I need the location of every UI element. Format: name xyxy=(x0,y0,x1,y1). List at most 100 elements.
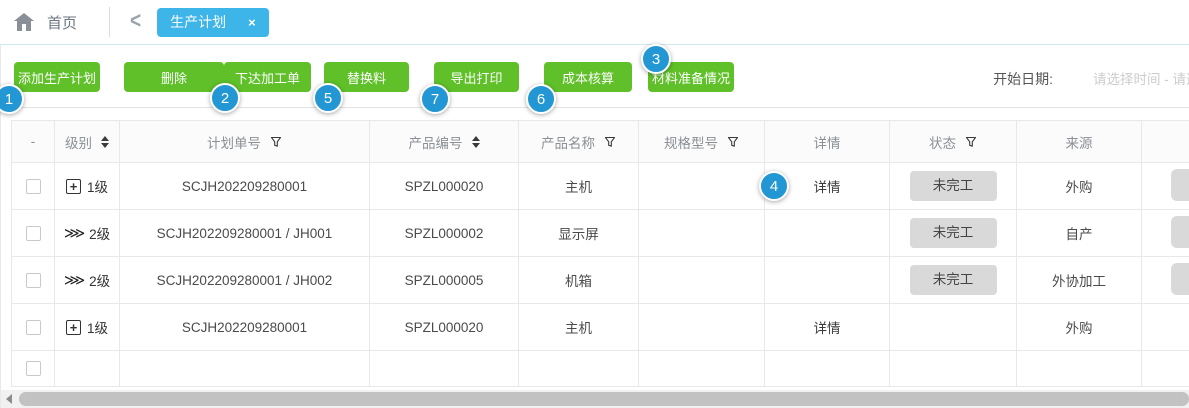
source-cell: 外协加工 xyxy=(1016,256,1142,304)
product-no-cell xyxy=(369,350,519,387)
col-product-no-label: 产品编号 xyxy=(408,135,463,151)
level-label: 2级 xyxy=(89,227,111,242)
tab-label: 生产计划 xyxy=(170,14,227,30)
row-checkbox[interactable] xyxy=(25,319,41,335)
plan-no-cell: SCJH202209280001 xyxy=(119,303,370,351)
col-actions xyxy=(1141,120,1189,163)
row-checkbox[interactable] xyxy=(25,361,41,377)
scrollbar-thumb[interactable] xyxy=(19,392,1189,406)
source-cell xyxy=(1016,350,1142,387)
product-no-cell: SPZL000002 xyxy=(369,209,519,257)
spec-cell xyxy=(638,162,765,210)
col-spec-label: 规格型号 xyxy=(664,135,718,151)
expand-plus-icon[interactable]: + xyxy=(65,319,81,335)
action-button-clipped[interactable] xyxy=(1171,168,1189,201)
col-spec: 规格型号 xyxy=(638,120,765,163)
col-source: 来源 xyxy=(1016,120,1142,163)
spec-cell xyxy=(638,303,765,351)
table-row: +1级 SCJH202209280001 SPZL000020 主机 详情 未完… xyxy=(11,162,1189,210)
detail-link[interactable]: 详情 xyxy=(813,180,841,195)
add-production-plan-button[interactable]: 添加生产计划 xyxy=(14,62,100,92)
level-label: 2级 xyxy=(89,274,111,289)
plan-no-cell: SCJH202209280001 / JH001 xyxy=(119,209,370,257)
material-readiness-button[interactable]: 材料准备情况 xyxy=(648,62,734,92)
product-name-cell: 主机 xyxy=(518,303,639,351)
filter-icon[interactable] xyxy=(727,136,739,148)
source-cell: 外购 xyxy=(1016,162,1142,210)
col-product-no: 产品编号 xyxy=(369,120,519,163)
plan-no-cell: SCJH202209280001 xyxy=(119,162,370,210)
spec-cell xyxy=(638,256,765,304)
expand-plus-icon[interactable]: + xyxy=(65,178,81,194)
source-cell: 自产 xyxy=(1016,209,1142,257)
step-badge-6: 6 xyxy=(526,84,556,114)
action-cell xyxy=(1141,303,1189,351)
product-name-cell: 主机 xyxy=(518,162,639,210)
status-cell xyxy=(889,303,1017,351)
step-badge-4: 4 xyxy=(759,171,789,201)
col-level-label: 级别 xyxy=(65,135,92,151)
action-button-clipped[interactable] xyxy=(1171,215,1189,248)
table-row: ⋙ 2级 SCJH202209280001 / JH002 SPZL000005 … xyxy=(11,256,1189,304)
tab-scroll-left-icon[interactable]: < xyxy=(130,8,142,34)
action-cell xyxy=(1141,350,1189,387)
spec-cell xyxy=(638,209,765,257)
detail-cell xyxy=(764,256,890,304)
filter-icon[interactable] xyxy=(965,136,977,148)
row-checkbox[interactable] xyxy=(25,178,41,194)
cost-accounting-button[interactable]: 成本核算 xyxy=(544,62,632,92)
issue-work-order-button[interactable]: 下达加工单 xyxy=(224,62,311,92)
col-detail: 详情 xyxy=(764,120,890,163)
col-plan-no-label: 计划单号 xyxy=(207,135,261,151)
row-checkbox[interactable] xyxy=(25,225,41,241)
source-cell: 外购 xyxy=(1016,303,1142,351)
step-badge-3: 3 xyxy=(641,44,671,74)
tab-close-icon[interactable]: × xyxy=(248,14,256,30)
status-button[interactable]: 未完工 xyxy=(909,265,997,295)
home-icon[interactable] xyxy=(14,13,34,31)
delete-button[interactable]: 删除 xyxy=(124,62,224,92)
topbar-divider xyxy=(109,7,111,37)
status-button[interactable]: 未完工 xyxy=(909,218,997,248)
product-name-cell xyxy=(518,350,639,387)
col-plan-no: 计划单号 xyxy=(119,120,370,163)
product-no-cell: SPZL000020 xyxy=(369,303,519,351)
date-range-input[interactable] xyxy=(1093,71,1189,87)
col-level: 级别 xyxy=(54,120,120,163)
table-row: +1级 SCJH202209280001 SPZL000020 主机 详情 外购 xyxy=(11,303,1189,351)
col-status-label: 状态 xyxy=(929,135,956,151)
col-product-name-label: 产品名称 xyxy=(541,135,595,151)
export-print-button[interactable]: 导出打印 xyxy=(434,62,519,92)
product-name-cell: 机箱 xyxy=(518,256,639,304)
step-badge-7: 7 xyxy=(420,84,450,114)
filter-icon[interactable] xyxy=(604,136,616,148)
status-button[interactable]: 未完工 xyxy=(909,171,997,201)
detail-link[interactable]: 详情 xyxy=(813,321,841,336)
detail-cell xyxy=(764,350,890,387)
table-row xyxy=(11,350,1189,387)
level-label: 1级 xyxy=(86,321,108,336)
level-cell xyxy=(54,350,120,387)
sort-icon[interactable] xyxy=(471,135,480,148)
tab-production-plan[interactable]: 生产计划 × xyxy=(157,7,269,37)
step-badge-5: 5 xyxy=(313,83,343,113)
row-checkbox[interactable] xyxy=(25,272,41,288)
level-label: 1级 xyxy=(86,180,108,195)
filter-icon[interactable] xyxy=(270,136,282,148)
home-label[interactable]: 首页 xyxy=(47,14,78,32)
horizontal-scrollbar[interactable] xyxy=(1,390,1189,408)
scroll-left-arrow-icon[interactable] xyxy=(1,390,17,408)
product-no-cell: SPZL000005 xyxy=(369,256,519,304)
sort-icon[interactable] xyxy=(101,135,109,148)
action-button-clipped[interactable] xyxy=(1171,262,1189,295)
plan-table-wrap: - 级别 计划单号 xyxy=(11,120,1189,387)
plan-no-cell: SCJH202209280001 / JH002 xyxy=(119,256,370,304)
content-panel: 添加生产计划 删除 下达加工单 替换料 导出打印 成本核算 材料准备情况 开始日… xyxy=(0,45,1189,408)
table-header-row: - 级别 计划单号 xyxy=(11,120,1189,163)
sublevel-chevrons-icon: ⋙ xyxy=(63,272,85,289)
step-badge-1: 1 xyxy=(0,84,24,114)
detail-cell xyxy=(764,209,890,257)
plan-no-cell xyxy=(119,350,370,387)
product-name-cell: 显示屏 xyxy=(518,209,639,257)
